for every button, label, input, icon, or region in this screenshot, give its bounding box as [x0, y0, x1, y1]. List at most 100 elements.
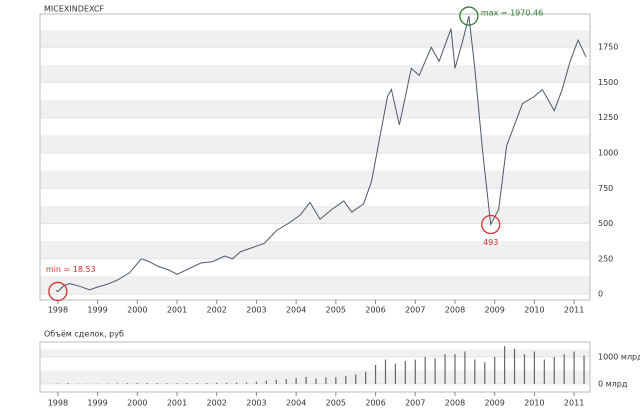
- volume-bar: [474, 359, 476, 384]
- volume-bar: [166, 383, 168, 384]
- x-tick-label: 2011: [564, 399, 584, 408]
- x-tick-label: 2002: [207, 306, 227, 315]
- x-tick-label: 2003: [246, 399, 266, 408]
- x-tick-label: 2003: [246, 306, 266, 315]
- y-tick-label: 1750: [598, 43, 618, 52]
- x-tick-label: 2000: [127, 399, 147, 408]
- x-tick-label: 1998: [48, 399, 68, 408]
- volume-bar: [136, 382, 138, 384]
- x-tick-label: 2010: [524, 306, 544, 315]
- stripe: [40, 135, 590, 153]
- volume-bar: [126, 383, 128, 384]
- volume-bar: [484, 362, 486, 384]
- volume-bar: [265, 380, 267, 384]
- y-tick-label: 500: [598, 219, 613, 228]
- stripe: [40, 100, 590, 118]
- annotation-circle: [48, 281, 68, 302]
- x-tick-label: 2007: [405, 399, 425, 408]
- volume-bar: [394, 363, 397, 384]
- volume-bar: [355, 374, 357, 384]
- x-tick-label: 2001: [167, 399, 187, 408]
- volume-bar: [434, 358, 436, 384]
- y-tick-label: 750: [598, 184, 613, 193]
- volume-bar: [67, 383, 69, 384]
- volume-bar: [345, 375, 347, 384]
- x-tick-label: 2006: [365, 399, 385, 408]
- chart-title: MICEXINDEXCF: [44, 5, 104, 14]
- annotation-label: max = 1970.46: [481, 9, 543, 18]
- x-tick-label: 2006: [365, 306, 385, 315]
- x-tick-label: 2011: [564, 306, 584, 315]
- x-tick-label: 2000: [127, 306, 147, 315]
- volume-bar: [513, 348, 516, 384]
- volume-bar: [573, 351, 575, 384]
- y-tick-label: 1500: [598, 78, 618, 87]
- volume-bar: [305, 376, 307, 384]
- stripe: [40, 170, 590, 189]
- x-tick-label: 1999: [87, 399, 107, 408]
- volume-bar: [464, 351, 466, 384]
- x-tick-label: 2008: [445, 399, 465, 408]
- volume-bar: [365, 371, 367, 384]
- volume-bar: [523, 354, 526, 384]
- stripe: [40, 205, 590, 224]
- volume-bar: [384, 359, 387, 384]
- x-tick-label: 2008: [445, 306, 465, 315]
- y-tick-label: 1000 млрд: [598, 352, 640, 361]
- volume-bar: [414, 359, 416, 384]
- volume-bar: [315, 378, 317, 384]
- y-tick-label: 0: [598, 290, 603, 299]
- y-tick-label: 0 млрд: [598, 379, 628, 388]
- volume-bar: [275, 379, 277, 384]
- volume-bar: [285, 379, 287, 384]
- y-tick-label: 250: [598, 254, 613, 263]
- annotation-label: min = 18.53: [46, 265, 96, 274]
- stripe: [40, 64, 590, 83]
- x-tick-label: 1998: [48, 306, 68, 315]
- price-line: [55, 15, 587, 293]
- x-tick-label: 2004: [286, 306, 306, 315]
- stripe: [40, 276, 590, 295]
- x-tick-label: 2005: [326, 306, 346, 315]
- x-tick-label: 2010: [524, 399, 544, 408]
- stripe: [40, 241, 590, 259]
- volume-bar: [404, 360, 406, 384]
- volume-bar: [156, 383, 158, 384]
- volume-bar: [553, 356, 555, 384]
- volume-bar: [374, 364, 377, 384]
- x-tick-label: 2004: [286, 399, 306, 408]
- stripe: [40, 349, 590, 357]
- volume-bar: [494, 356, 496, 384]
- annotation-circle: [481, 214, 501, 235]
- volume-bar: [563, 354, 565, 384]
- volume-bar: [235, 382, 238, 384]
- x-tick-label: 2002: [207, 399, 227, 408]
- volume-bar: [186, 383, 188, 384]
- volume-bar: [424, 356, 426, 384]
- volume-bar: [444, 354, 446, 384]
- x-tick-label: 2009: [485, 306, 505, 315]
- volume-bar: [504, 346, 506, 384]
- x-tick-label: 2009: [485, 399, 505, 408]
- volume-bar: [295, 377, 297, 384]
- volume-bar: [216, 382, 218, 384]
- volume-bar: [325, 377, 327, 384]
- y-tick-label: 1250: [598, 113, 618, 122]
- annotation-label: 493: [483, 238, 498, 247]
- volume-bar: [146, 382, 148, 384]
- y-tick-label: 1000: [598, 148, 618, 157]
- x-tick-label: 1999: [87, 306, 107, 315]
- volume-bar: [454, 354, 456, 384]
- volume-bar: [116, 383, 119, 384]
- volume-bar: [196, 383, 198, 384]
- plot-frame: [39, 341, 591, 393]
- volume-bar: [176, 383, 178, 384]
- volume-bar: [335, 377, 337, 384]
- volume-bar: [583, 355, 585, 384]
- x-tick-label: 2005: [326, 399, 346, 408]
- plot-frame: [39, 13, 591, 301]
- x-tick-label: 2007: [405, 306, 425, 315]
- volume-bar: [255, 381, 258, 384]
- volume-bar: [57, 383, 59, 384]
